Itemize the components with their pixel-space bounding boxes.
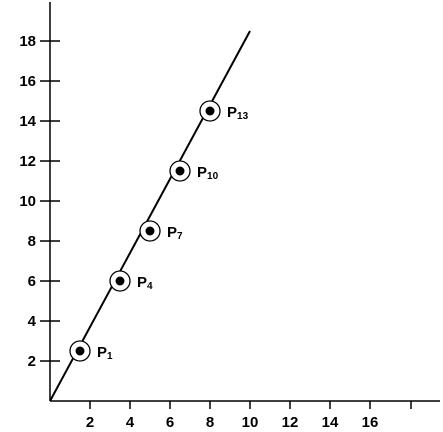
- point-label-subscript: 13: [237, 111, 249, 122]
- point-dot: [205, 106, 215, 116]
- y-tick-label: 8: [28, 233, 36, 250]
- point-label: P4: [137, 274, 153, 292]
- y-tick-label: 6: [28, 273, 36, 290]
- point-label-subscript: 1: [107, 351, 113, 362]
- y-tick-label: 14: [19, 113, 36, 130]
- x-tick-label: 12: [282, 414, 299, 431]
- point-label: P1: [97, 344, 113, 362]
- y-tick-label: 2: [28, 353, 36, 370]
- point-label: P7: [167, 224, 183, 242]
- x-tick-label: 8: [206, 414, 214, 431]
- axes: [49, 2, 440, 402]
- y-tick-label: 12: [19, 153, 36, 170]
- x-tick-label: 14: [322, 414, 339, 431]
- series: P1 P4 P7 P10 P13: [49, 30, 251, 402]
- y-tick-label: 16: [19, 73, 36, 90]
- point-dot: [145, 226, 155, 236]
- x-tick-label: 2: [86, 414, 94, 431]
- point-label: P10: [197, 164, 219, 182]
- x-tick-label: 4: [126, 414, 135, 431]
- y-tick-label: 4: [28, 313, 37, 330]
- y-tick-label: 18: [19, 33, 36, 50]
- series-line: [49, 30, 251, 402]
- point-dot: [115, 276, 125, 286]
- x-tick-label: 10: [242, 414, 259, 431]
- x-tick-label: 16: [362, 414, 379, 431]
- point-label-subscript: 4: [147, 281, 153, 292]
- point-label-subscript: 7: [177, 231, 183, 242]
- x-tick-label: 6: [166, 414, 174, 431]
- point-dot: [175, 166, 185, 176]
- y-tick-label: 10: [19, 193, 36, 210]
- point-label: P13: [227, 104, 249, 122]
- point-label-subscript: 10: [207, 171, 219, 182]
- point-dot: [75, 346, 85, 356]
